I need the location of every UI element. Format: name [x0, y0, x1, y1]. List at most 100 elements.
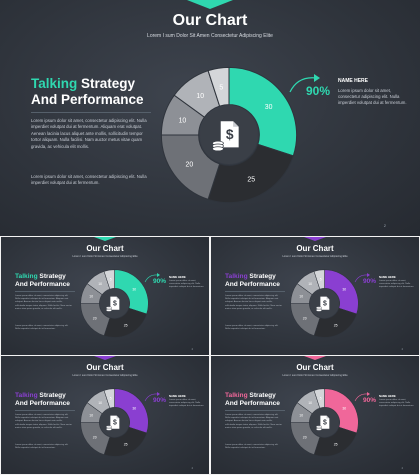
slide-subtitle: Lorem I sum Dolor Sit Amen Consectetur A…: [72, 255, 138, 258]
donut-chart: 30 25 20 10 10 5 $: [80, 269, 149, 338]
pie-slice: [324, 269, 359, 315]
dollar-coins-icon: $: [106, 415, 120, 431]
slice-label: 10: [89, 294, 93, 298]
slice-label: 10: [179, 118, 187, 125]
divider: [15, 291, 75, 292]
slice-label: 25: [334, 324, 338, 328]
slide-subtitle: Lorem I sum Dolor Sit Amen Consectetur A…: [282, 374, 348, 377]
slide-thumbnail-purple-2[interactable]: Our Chart Lorem I sum Dolor Sit Amen Con…: [1, 356, 209, 474]
dollar-coins-icon: $: [316, 296, 330, 312]
pie-slice: [228, 66, 298, 157]
top-notch: [304, 356, 326, 360]
slide-thumbnail-pink[interactable]: Our Chart Lorem I sum Dolor Sit Amen Con…: [211, 356, 419, 474]
slice-label: 25: [124, 324, 128, 328]
top-notch: [304, 237, 326, 241]
donut-chart: 30 25 20 10 10 5 $: [290, 388, 359, 457]
percent-value: 90%: [153, 278, 167, 285]
slice-label: 30: [265, 104, 273, 111]
percent-value: 90%: [153, 397, 167, 404]
top-notch: [187, 0, 233, 9]
pie-slice: [313, 269, 325, 290]
body-paragraph-1: Lorem ipsum dolor sit amet, consectetur …: [31, 118, 147, 149]
heading-rest: Strategy: [37, 392, 66, 399]
svg-text:$: $: [323, 301, 327, 308]
name-heading: NAME HERE: [169, 394, 186, 398]
pie-slice: [324, 388, 359, 434]
body-paragraph-2: Lorem ipsum dolor sit amet, consectetur …: [31, 174, 147, 186]
curved-arrow-icon: [354, 392, 370, 402]
slide-thumbnail-purple[interactable]: Our Chart Lorem I sum Dolor Sit Amen Con…: [211, 237, 419, 355]
pie-slice: [313, 388, 325, 409]
slice-label: 5: [110, 278, 112, 282]
body-paragraph-1: Lorem ipsum dolor sit amet, consectetur …: [225, 295, 282, 310]
name-heading: NAME HERE: [379, 394, 396, 398]
heading-line2: And Performance: [15, 281, 70, 288]
slice-label: 10: [299, 413, 303, 417]
body-paragraph-1: Lorem ipsum dolor sit amet, consectetur …: [225, 414, 282, 429]
dollar-coins-icon: $: [106, 296, 120, 312]
slice-label: 25: [247, 176, 255, 183]
curved-arrow-icon: [144, 273, 160, 283]
heading-line2: And Performance: [225, 400, 280, 407]
page-number: 2: [191, 467, 193, 470]
body-paragraph-2: Lorem ipsum dolor sit amet, consectetur …: [225, 444, 279, 450]
pie-slice: [207, 66, 230, 107]
slide-main: Our Chart Lorem I sum Dolor Sit Amen Con…: [0, 0, 420, 236]
pie-slice: [114, 388, 149, 434]
slice-label: 5: [110, 397, 112, 401]
slice-label: 10: [308, 282, 312, 286]
donut-chart: 30 25 20 10 10 5 $: [160, 66, 298, 204]
dollar-coins-icon: $: [212, 121, 239, 152]
name-heading: NAME HERE: [379, 275, 396, 279]
slide-title: Our Chart: [296, 244, 334, 253]
slice-label: 10: [196, 93, 204, 100]
heading-highlight: Talking: [31, 76, 78, 91]
slice-label: 5: [219, 84, 223, 91]
slide-title: Our Chart: [86, 244, 124, 253]
heading-highlight: Talking: [225, 392, 248, 399]
page-number: 2: [191, 348, 193, 351]
divider: [225, 410, 285, 411]
heading-line2: And Performance: [225, 281, 280, 288]
slice-label: 30: [132, 287, 136, 291]
heading-line2: And Performance: [31, 92, 144, 107]
slice-label: 30: [132, 406, 136, 410]
top-notch: [94, 356, 116, 360]
slide-subtitle: Lorem I sum Dolor Sit Amen Consectetur A…: [147, 33, 273, 39]
slide-title: Our Chart: [296, 363, 334, 372]
pie-slice: [103, 388, 115, 409]
svg-text:$: $: [113, 301, 117, 308]
slice-label: 20: [93, 316, 97, 320]
curved-arrow-icon: [289, 74, 320, 93]
slide-title: Our Chart: [86, 363, 124, 372]
pie-slice: [114, 269, 149, 315]
slide-title: Our Chart: [172, 12, 248, 29]
slide-thumbnail-teal[interactable]: Our Chart Lorem I sum Dolor Sit Amen Con…: [1, 237, 209, 355]
body-paragraph-2: Lorem ipsum dolor sit amet, consectetur …: [15, 444, 69, 450]
slice-label: 30: [342, 287, 346, 291]
slice-label: 30: [342, 406, 346, 410]
body-paragraph-1: Lorem ipsum dolor sit amet, consectetur …: [15, 295, 72, 310]
name-heading: NAME HERE: [338, 78, 369, 84]
pie-slice: [103, 269, 115, 290]
pie-slice: [207, 143, 294, 204]
heading-highlight: Talking: [225, 273, 248, 280]
heading-rest: Strategy: [77, 76, 136, 91]
heading-highlight: Talking: [15, 392, 38, 399]
slice-label: 20: [93, 435, 97, 439]
slice-label: 10: [98, 282, 102, 286]
divider: [225, 291, 285, 292]
slide-heading: Talking Strategy And Performance: [225, 273, 295, 289]
percent-value: 90%: [306, 84, 331, 98]
heading-rest: Strategy: [37, 273, 66, 280]
body-paragraph-2: Lorem ipsum dolor sit amet, consectetur …: [15, 325, 69, 331]
divider: [15, 410, 75, 411]
heading-rest: Strategy: [247, 273, 276, 280]
name-description: Lorem ipsum dolor sit amet, consectetur …: [169, 399, 204, 408]
slide-subtitle: Lorem I sum Dolor Sit Amen Consectetur A…: [282, 255, 348, 258]
name-description: Lorem ipsum dolor sit amet, consectetur …: [379, 399, 414, 408]
heading-rest: Strategy: [247, 392, 276, 399]
body-paragraph-2: Lorem ipsum dolor sit amet, consectetur …: [225, 325, 279, 331]
slice-label: 10: [89, 413, 93, 417]
slice-label: 10: [308, 401, 312, 405]
